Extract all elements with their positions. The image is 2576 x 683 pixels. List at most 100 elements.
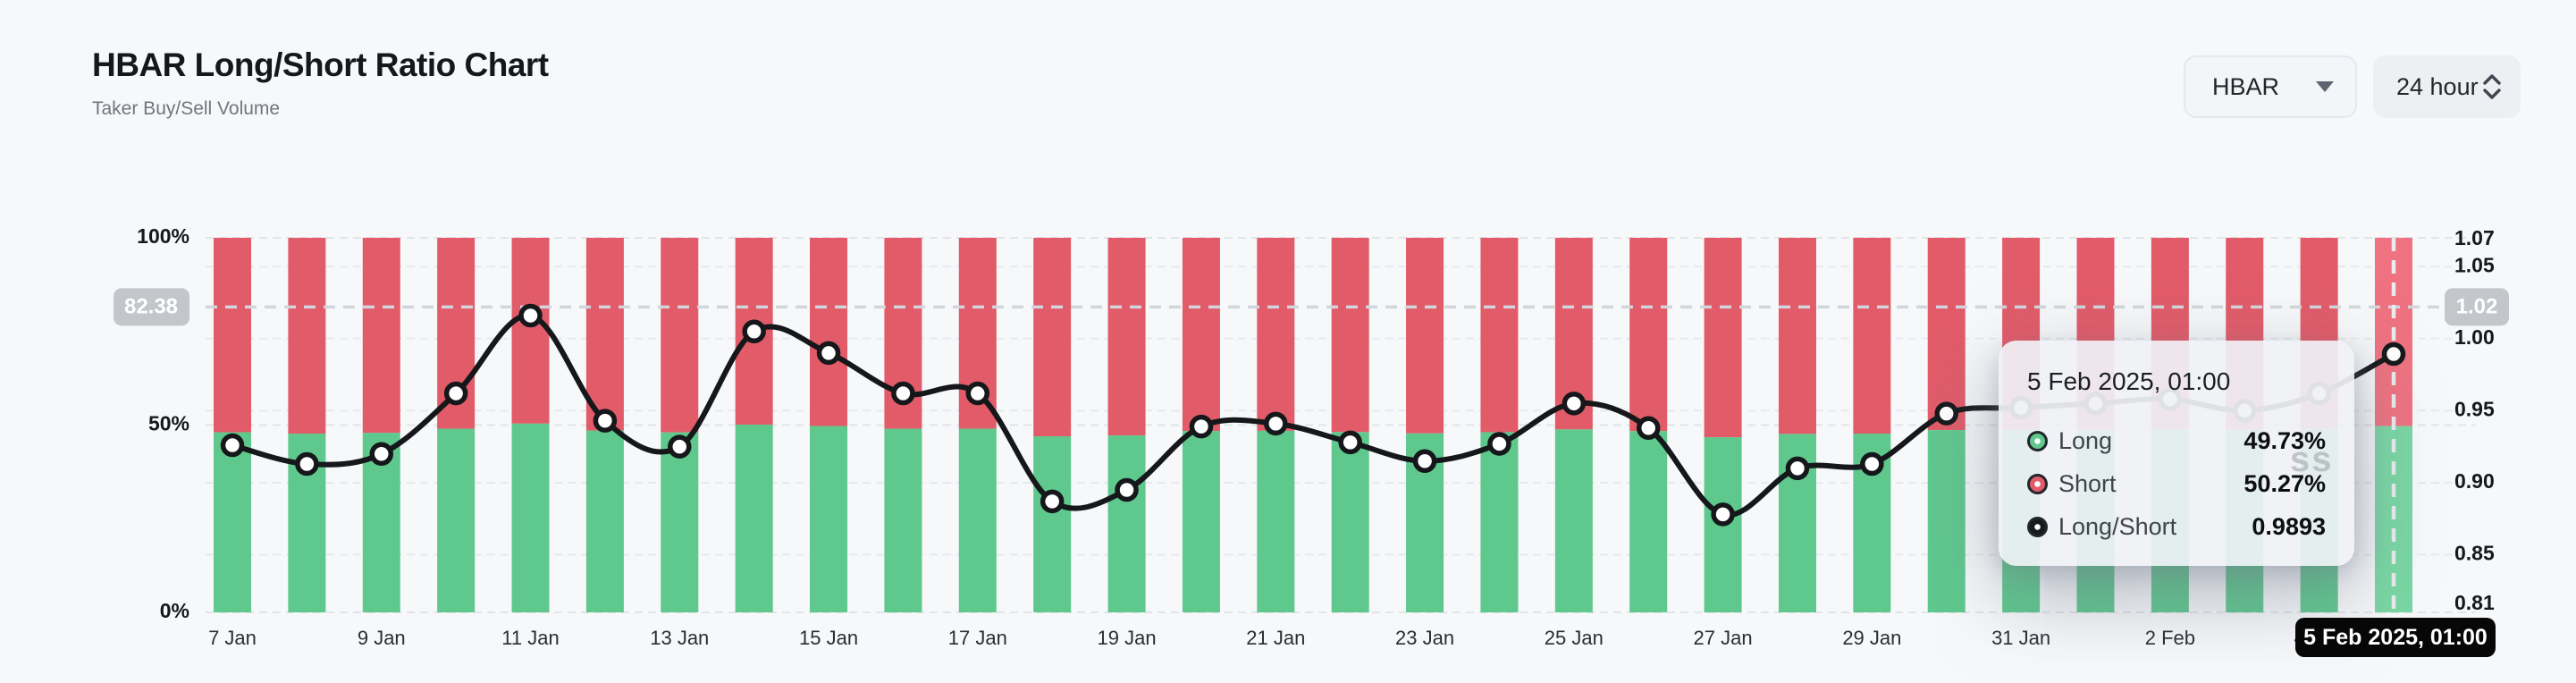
right-axis-tick: 1.07 [2454,226,2495,249]
series-marker-icon [2027,473,2048,494]
short-bar-24-Jan[interactable] [1480,238,1519,433]
long-bar-14-Jan[interactable] [735,424,773,612]
ratio-dot-29-Jan[interactable] [1860,451,1884,476]
short-bar-20-Jan[interactable] [1182,238,1220,432]
x-axis-tick: 2 Feb [2145,627,2195,649]
ratio-dot-11-Jan[interactable] [518,303,543,328]
series-marker-icon [2027,430,2048,451]
x-axis-date-tooltip: 5 Feb 2025, 01:00 [2295,618,2496,657]
x-axis-tick: 7 Jan [208,627,257,649]
long-bar-30-Jan[interactable] [1927,430,1966,612]
ratio-dot-19-Jan[interactable] [1115,477,1139,502]
x-axis-tick: 15 Jan [799,627,858,649]
long-bar-25-Jan[interactable] [1554,429,1593,612]
ratio-dot-20-Jan[interactable] [1189,414,1214,439]
tooltip-row-value: 49.73% [2243,426,2326,454]
right-axis-tick: 1.05 [2454,253,2495,276]
short-bar-21-Jan[interactable] [1257,238,1295,431]
long-bar-13-Jan[interactable] [661,432,699,612]
ratio-dot-28-Jan[interactable] [1785,456,1810,481]
ratio-dot-24-Jan[interactable] [1487,432,1511,456]
short-bar-9-Jan[interactable] [362,238,400,434]
watermark-text: ss [2290,440,2334,479]
chart-tooltip: 5 Feb 2025, 01:00 Long 49.73% Short 50.27% L… [1999,341,2354,566]
long-bar-12-Jan[interactable] [585,430,624,612]
right-axis-tick: 1.00 [2454,325,2495,349]
ratio-dot-10-Jan[interactable] [443,381,468,406]
short-bar-30-Jan[interactable] [1927,238,1966,431]
ratio-dot-5-Feb[interactable] [2381,342,2406,367]
ratio-dot-15-Jan[interactable] [816,341,841,366]
tooltip-row-long-short: Long/Short 0.9893 [2027,505,2326,548]
ratio-dot-13-Jan[interactable] [668,434,692,459]
right-axis-tick: 0.95 [2454,397,2495,420]
x-axis-tick: 23 Jan [1395,627,1454,649]
interval-dropdown-value: 24 hour [2396,72,2479,100]
x-axis-tick: 19 Jan [1098,627,1157,649]
long-bar-26-Jan[interactable] [1629,431,1668,612]
short-bar-19-Jan[interactable] [1107,238,1146,436]
short-bar-23-Jan[interactable] [1406,238,1444,434]
tooltip-row-value: 50.27% [2243,469,2326,497]
long-bar-22-Jan[interactable] [1331,432,1369,612]
ratio-dot-30-Jan[interactable] [1934,401,1958,426]
long-bar-7-Jan[interactable] [214,432,251,612]
long-bar-20-Jan[interactable] [1182,431,1220,612]
short-bar-22-Jan[interactable] [1331,238,1369,433]
left-axis-tick: 50% [148,412,189,435]
short-bar-12-Jan[interactable] [585,238,624,431]
ratio-dot-12-Jan[interactable] [593,409,618,433]
left-crosshair-badge-value: 82.38 [124,295,178,319]
ratio-dot-23-Jan[interactable] [1412,449,1437,474]
short-bar-27-Jan[interactable] [1704,238,1742,438]
long-bar-24-Jan[interactable] [1480,432,1519,612]
long-bar-10-Jan[interactable] [437,428,476,612]
short-bar-15-Jan[interactable] [810,238,848,426]
ratio-dot-22-Jan[interactable] [1338,430,1362,455]
left-crosshair-badge [114,288,189,326]
short-bar-28-Jan[interactable] [1778,238,1816,434]
ratio-dot-14-Jan[interactable] [742,319,766,343]
ratio-dot-17-Jan[interactable] [965,381,990,406]
right-crosshair-badge [2445,288,2509,326]
ratio-dot-16-Jan[interactable] [891,381,915,406]
long-bar-17-Jan[interactable] [958,428,997,612]
ratio-dot-9-Jan[interactable] [369,442,394,466]
x-axis-tick: 31 Jan [1991,627,2050,649]
right-axis-tick: 0.81 [2454,591,2495,614]
series-marker-icon [2027,516,2048,537]
short-bar-11-Jan[interactable] [511,238,550,424]
long-bar-21-Jan[interactable] [1257,430,1295,612]
symbol-dropdown[interactable]: HBAR [2184,55,2357,118]
page-title: HBAR Long/Short Ratio Chart [92,46,549,83]
short-bar-18-Jan[interactable] [1033,238,1072,437]
interval-dropdown[interactable]: 24 hour [2373,55,2521,118]
ratio-dot-8-Jan[interactable] [295,451,319,476]
long-bar-16-Jan[interactable] [884,428,922,612]
short-bar-13-Jan[interactable] [661,238,699,433]
left-axis-tick: 100% [137,224,189,248]
right-crosshair-badge-value: 1.02 [2456,295,2498,319]
x-axis-tick: 27 Jan [1694,627,1753,649]
ratio-dot-26-Jan[interactable] [1636,416,1661,440]
ratio-dot-18-Jan[interactable] [1040,489,1065,514]
short-bar-26-Jan[interactable] [1629,238,1668,432]
tooltip-row-label: Short [2058,469,2117,497]
tooltip-row-short: Short 50.27% [2027,462,2326,505]
ratio-dot-25-Jan[interactable] [1562,392,1587,416]
long-bar-19-Jan[interactable] [1107,435,1146,612]
short-bar-7-Jan[interactable] [214,238,251,433]
short-bar-8-Jan[interactable] [288,238,326,434]
short-bar-29-Jan[interactable] [1853,238,1891,434]
tooltip-date: 5 Feb 2025, 01:00 [2027,367,2231,395]
long-bar-11-Jan[interactable] [511,423,550,612]
right-axis-tick: 0.90 [2454,469,2495,493]
ratio-dot-21-Jan[interactable] [1264,411,1288,436]
x-axis-tick: 29 Jan [1842,627,1901,649]
ratio-dot-27-Jan[interactable] [1711,502,1735,527]
long-bar-18-Jan[interactable] [1033,436,1072,612]
long-bar-15-Jan[interactable] [810,426,848,612]
x-axis-tick: 17 Jan [948,627,1007,649]
ratio-dot-7-Jan[interactable] [220,433,245,458]
